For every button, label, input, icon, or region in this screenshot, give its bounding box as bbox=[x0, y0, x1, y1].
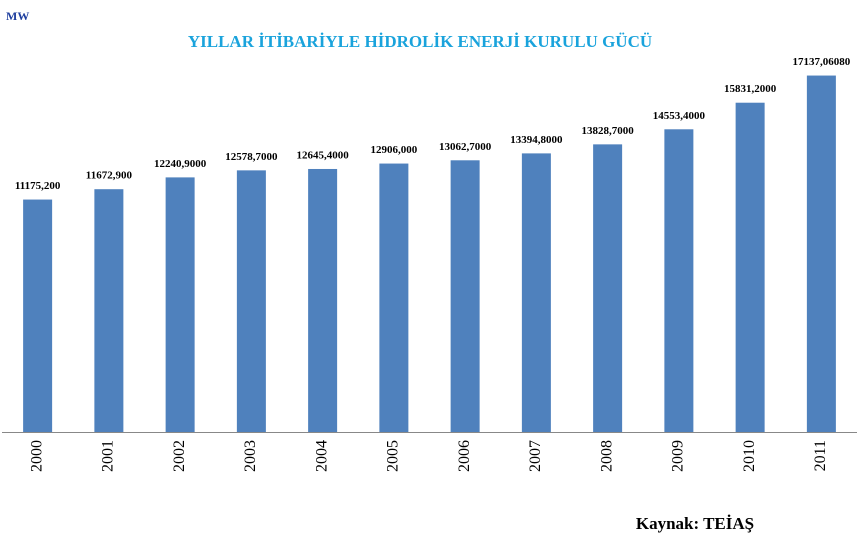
bar bbox=[165, 177, 195, 432]
bar bbox=[23, 199, 53, 432]
bar bbox=[94, 189, 124, 432]
bar bbox=[379, 163, 409, 432]
bar bbox=[450, 160, 480, 432]
value-label: 14553,4000 bbox=[653, 110, 706, 122]
x-tick-label: 2009 bbox=[670, 440, 687, 472]
value-label: 12906,000 bbox=[371, 144, 418, 156]
bar bbox=[521, 153, 551, 432]
source-note: Kaynak: TEİAŞ bbox=[636, 514, 754, 533]
value-label: 12240,9000 bbox=[154, 158, 207, 170]
bar bbox=[664, 129, 694, 432]
x-tick-label: 2011 bbox=[812, 440, 829, 471]
value-label: 13828,7000 bbox=[582, 125, 635, 137]
x-tick-label: 2010 bbox=[741, 440, 758, 472]
value-label: 11672,900 bbox=[86, 170, 133, 182]
x-tick-label: 2004 bbox=[313, 440, 330, 472]
chart-title: YILLAR İTİBARİYLE HİDROLİK ENERJİ KURULU… bbox=[188, 32, 652, 51]
value-label: 17137,06080 bbox=[793, 56, 851, 68]
x-tick-label: 2001 bbox=[100, 440, 117, 472]
x-tick-label: 2003 bbox=[242, 440, 259, 472]
value-label: 13394,8000 bbox=[510, 134, 563, 146]
x-tick-label: 2002 bbox=[171, 440, 188, 472]
bar bbox=[236, 170, 266, 432]
x-tick-label: 2006 bbox=[456, 440, 473, 472]
unit-label: MW bbox=[6, 9, 29, 23]
value-label: 12578,7000 bbox=[225, 151, 278, 163]
value-label: 15831,2000 bbox=[724, 83, 777, 95]
value-label: 13062,7000 bbox=[439, 141, 492, 153]
x-tick-label: 2008 bbox=[598, 440, 615, 472]
bar bbox=[806, 75, 836, 432]
value-label: 12645,4000 bbox=[297, 150, 350, 162]
value-label: 11175,200 bbox=[15, 180, 61, 192]
bar bbox=[735, 102, 765, 433]
x-tick-label: 2007 bbox=[527, 440, 544, 472]
bar bbox=[308, 168, 338, 432]
x-tick-label: 2005 bbox=[385, 440, 402, 472]
bar bbox=[593, 144, 623, 432]
x-tick-label: 2000 bbox=[28, 440, 45, 472]
